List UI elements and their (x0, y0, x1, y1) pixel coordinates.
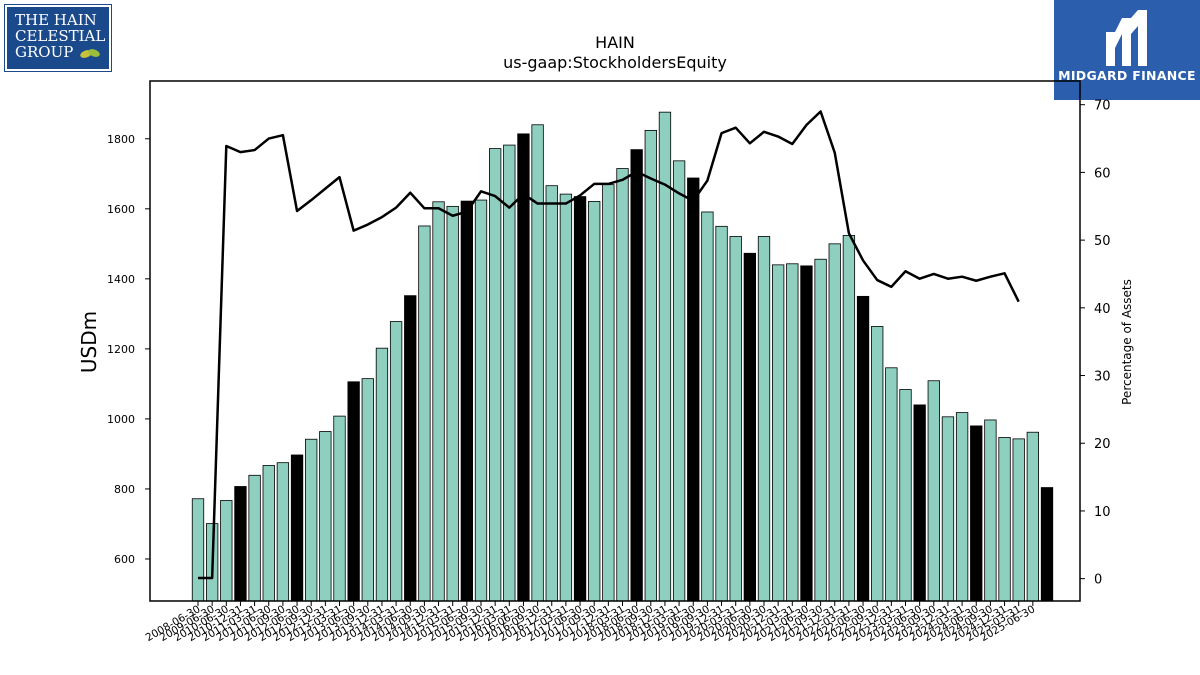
bar-6 (276, 462, 290, 602)
y2-axis-label: Percentage of Assets (1120, 279, 1134, 405)
bar-15 (404, 295, 417, 602)
bar-8 (305, 438, 318, 602)
bar-54 (955, 412, 969, 602)
y-tick-label-2: 1000 (107, 413, 135, 426)
logo-line-2: CELESTIAL (15, 27, 106, 45)
bar-39 (743, 252, 756, 602)
bar-41 (772, 264, 785, 602)
bar-52 (927, 380, 940, 602)
bar-35 (687, 177, 700, 602)
bar-51 (913, 404, 926, 602)
bar-29 (602, 184, 615, 602)
line-series-group (198, 110, 1020, 580)
bar-3 (234, 486, 247, 602)
bar-53 (941, 416, 955, 602)
leaf-icon (80, 49, 100, 58)
bar-5 (262, 465, 275, 602)
bar-17 (432, 201, 445, 602)
bar-50 (899, 389, 912, 602)
bar-36 (701, 211, 714, 602)
bar-10 (333, 415, 346, 602)
bar-25 (545, 185, 558, 602)
bar-19 (460, 200, 474, 602)
bar-31 (630, 149, 643, 602)
bar-57 (998, 437, 1011, 602)
bar-26 (559, 193, 573, 602)
bar-16 (418, 225, 431, 602)
y2-tick-label-2: 20 (1094, 437, 1111, 452)
bar-43 (800, 265, 813, 602)
bar-7 (290, 454, 304, 602)
chart-subtitle: us-gaap:StockholdersEquity (503, 53, 727, 72)
midgard-finance-logo: MIDGARD FINANCE (1054, 0, 1200, 100)
y-tick-label-5: 1600 (107, 203, 135, 216)
bar-44 (814, 258, 827, 602)
bar-56 (984, 419, 997, 602)
bar-2 (220, 500, 233, 602)
bar-30 (616, 168, 629, 602)
bar-45 (828, 243, 841, 602)
y2-tick-label-0: 0 (1094, 573, 1102, 588)
y-tick-label-3: 1200 (107, 343, 135, 356)
hain-celestial-logo: THE HAIN CELESTIAL GROUP (5, 5, 111, 71)
bar-24 (531, 124, 544, 602)
y-axis-left: 600 800 1000 1200 1400 1600 1800 (107, 133, 150, 566)
bar-38 (729, 236, 742, 602)
bar-9 (319, 431, 332, 602)
y-axis-right: 0 10 20 30 40 50 60 70 (1080, 99, 1111, 588)
bar-23 (517, 133, 530, 602)
bar-14 (389, 321, 403, 602)
y2-tick-label-6: 60 (1094, 166, 1111, 181)
y2-tick-label-7: 70 (1094, 99, 1111, 114)
logo-line-1: THE HAIN (15, 11, 97, 29)
chart-title: HAIN (595, 33, 635, 52)
x-axis: 2008-06-302009-06-302010-06-302010-12-31… (144, 601, 1037, 644)
bar-13 (375, 347, 389, 602)
percentage-line (198, 110, 1020, 580)
bar-34 (672, 160, 686, 602)
bar-27 (573, 196, 587, 602)
bar-32 (644, 129, 657, 602)
bar-58 (1012, 438, 1025, 602)
logo-line-3: GROUP (15, 43, 74, 61)
bar-55 (970, 425, 983, 602)
bar-60 (1040, 487, 1054, 602)
bar-48 (871, 326, 884, 602)
bar-0 (191, 498, 205, 602)
y-tick-label-6: 1800 (107, 133, 135, 146)
y-tick-label-4: 1400 (107, 273, 135, 286)
y-axis-label: USDm (77, 311, 101, 373)
bar-20 (474, 199, 488, 602)
y2-tick-label-4: 40 (1094, 302, 1111, 317)
y2-tick-label-5: 50 (1094, 234, 1111, 249)
bar-46 (842, 235, 856, 602)
bars-group (191, 111, 1054, 602)
bar-12 (361, 378, 374, 602)
bar-37 (715, 225, 728, 602)
y-tick-label-0: 600 (114, 553, 135, 566)
plot-frame (149, 80, 1081, 602)
bar-47 (856, 295, 870, 602)
bar-18 (446, 205, 459, 602)
bar-40 (757, 236, 771, 602)
bar-22 (503, 144, 516, 602)
y2-tick-label-3: 30 (1094, 370, 1111, 385)
midgard-m-icon (1106, 10, 1147, 66)
y-tick-label-1: 800 (114, 483, 135, 496)
bar-49 (885, 367, 898, 602)
bar-59 (1026, 431, 1039, 602)
bar-21 (488, 148, 502, 602)
y2-tick-label-1: 10 (1094, 505, 1111, 520)
bar-4 (248, 474, 261, 602)
bar-28 (588, 201, 601, 602)
midgard-finance-text: MIDGARD FINANCE (1058, 68, 1196, 83)
bar-42 (786, 263, 799, 602)
bar-11 (347, 381, 360, 602)
